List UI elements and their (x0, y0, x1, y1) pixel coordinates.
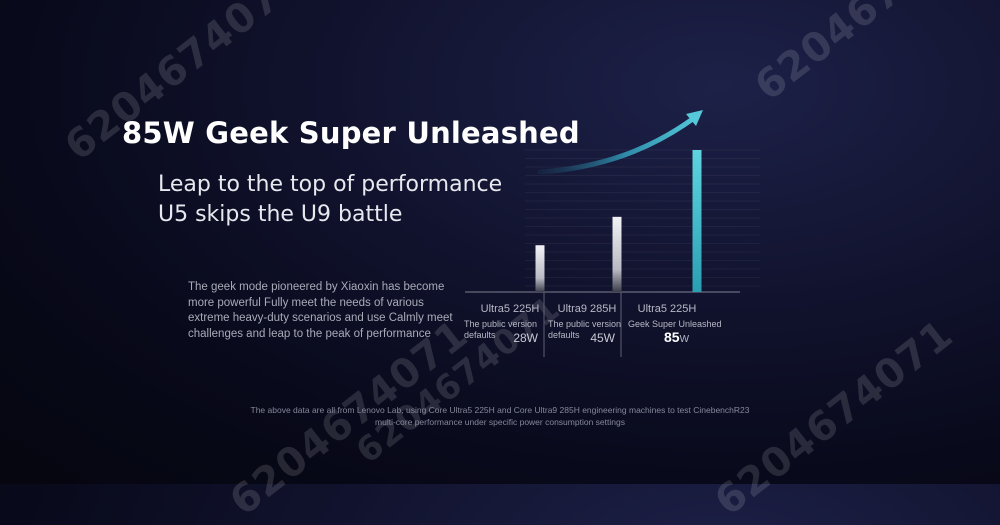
chart-bars (535, 150, 702, 292)
category-label: Ultra5 225H (638, 303, 697, 315)
subheadline-2: U5 skips the U9 battle (158, 202, 403, 227)
bar-3 (692, 150, 702, 292)
category-note: defaults (464, 330, 496, 340)
power-label: 28W (513, 331, 538, 345)
footnote-2: multi-core performance under specific po… (375, 417, 625, 427)
description: The geek mode pioneered by Xiaoxin has b… (188, 281, 453, 340)
trend-arrowhead (686, 110, 703, 126)
bar-2 (612, 216, 622, 292)
headline: 85W Geek Super Unleashed (122, 116, 580, 150)
trend-arrow (537, 110, 703, 175)
power-label-highlight: 85W (664, 329, 690, 345)
category-note: The public version (464, 319, 537, 329)
category-note: Geek Super Unleashed (628, 319, 722, 329)
trend-curve (537, 115, 697, 175)
chart-labels: Ultra5 225H Ultra9 285H Ultra5 225H The pub… (464, 303, 722, 345)
bar-1 (535, 245, 545, 292)
footnote-1: The above data are all from Lenovo Lab, … (250, 405, 750, 415)
category-label: Ultra9 285H (558, 303, 617, 315)
category-note: The public version (548, 319, 621, 329)
subheadline-1: Leap to the top of performance (158, 172, 503, 197)
power-label: 45W (590, 331, 615, 345)
performance-chart: Ultra5 225H Ultra9 285H Ultra5 225H The pub… (464, 110, 760, 357)
chart-grid (465, 149, 760, 357)
category-note: defaults (548, 330, 580, 340)
category-label: Ultra5 225H (481, 303, 540, 315)
